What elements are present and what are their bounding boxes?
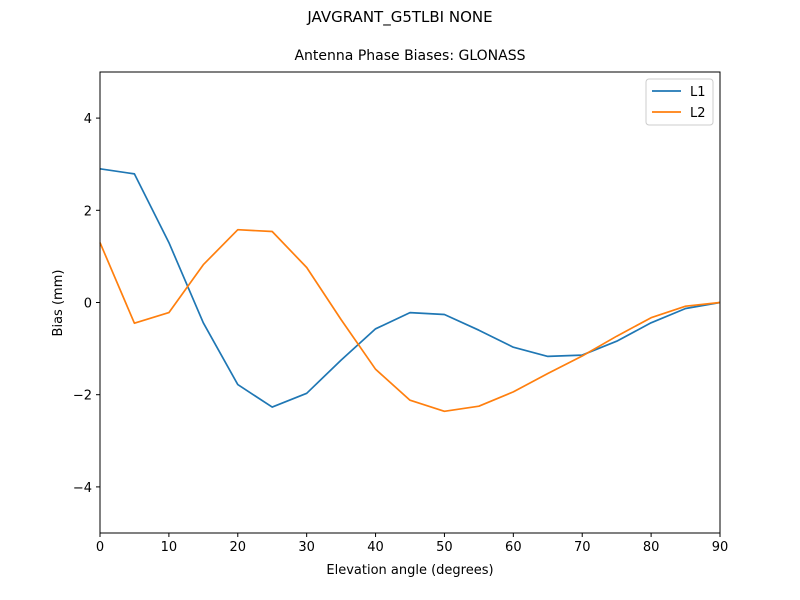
x-axis-ticks: 0 10 20 30 40 50 60 70 80 90 — [96, 533, 728, 555]
y-axis-ticks: −4 −2 0 2 4 — [73, 112, 100, 496]
y-tick-label: −2 — [73, 389, 92, 404]
y-axis-label: Bias (mm) — [51, 270, 66, 337]
x-tick-label: 70 — [574, 540, 591, 555]
chart-title: Antenna Phase Biases: GLONASS — [294, 48, 526, 64]
plot-lines — [99, 167, 721, 413]
figure-suptitle: JAVGRANT_G5TLBI NONE — [307, 8, 493, 26]
x-tick-label: 80 — [643, 540, 660, 555]
x-tick-label: 90 — [712, 540, 729, 555]
y-tick-label: −4 — [73, 481, 92, 496]
series-line-l2 — [99, 228, 721, 413]
x-axis-label: Elevation angle (degrees) — [326, 563, 493, 578]
x-tick-label: 40 — [367, 540, 384, 555]
legend-label-l2: L2 — [690, 106, 706, 121]
x-tick-label: 60 — [505, 540, 522, 555]
x-tick-label: 50 — [436, 540, 453, 555]
y-tick-label: 4 — [84, 112, 92, 127]
series-line-l1 — [99, 167, 721, 408]
plot-frame — [99, 71, 721, 534]
x-tick-label: 30 — [298, 540, 315, 555]
x-tick-label: 0 — [96, 540, 104, 555]
y-tick-label: 0 — [84, 297, 92, 312]
legend-label-l1: L1 — [690, 85, 706, 100]
x-tick-label: 20 — [230, 540, 247, 555]
x-tick-label: 10 — [161, 540, 178, 555]
y-tick-label: 2 — [84, 204, 92, 219]
